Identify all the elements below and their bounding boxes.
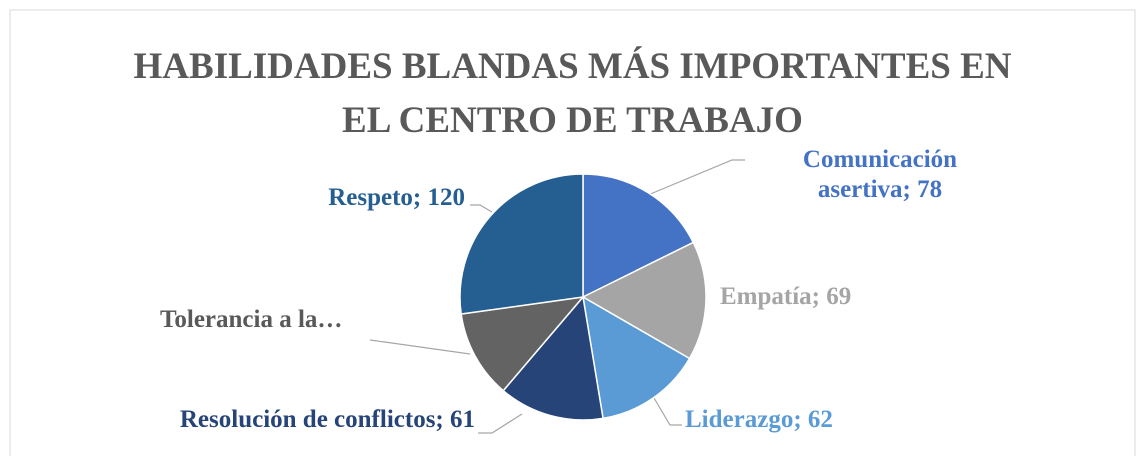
leader-line xyxy=(470,204,493,213)
data-label: Respeto; 120 xyxy=(328,184,465,211)
data-label: Empatía; 69 xyxy=(720,283,852,310)
pie: Comunicación asertivaEmpatíaLiderazgoRes… xyxy=(459,173,707,421)
chart-title: HABILIDADES BLANDAS MÁS IMPORTANTES EN E… xyxy=(0,40,1145,148)
data-label: Tolerancia a la… xyxy=(160,306,343,333)
pie-slice: Respeto xyxy=(459,173,584,315)
pie-slice: Tolerancia a la… xyxy=(460,295,585,392)
leader-lines xyxy=(369,159,745,434)
leader-line xyxy=(647,159,745,196)
pie-slice: Comunicación asertiva xyxy=(582,173,695,299)
data-label: Comunicación asertiva; 78 xyxy=(802,146,958,203)
leader-line xyxy=(369,339,471,355)
leader-line xyxy=(478,413,523,434)
leader-line xyxy=(653,397,682,426)
pie-slice: Resolución de conflictos xyxy=(502,295,604,421)
pie-slice: Empatía xyxy=(581,241,707,360)
data-label: Liderazgo; 62 xyxy=(685,406,833,433)
chart-title-text: HABILIDADES BLANDAS MÁS IMPORTANTES EN E… xyxy=(133,46,1012,141)
chart-border xyxy=(9,9,1136,456)
pie-slice: Liderazgo xyxy=(582,295,691,420)
data-label: Resolución de conflictos; 61 xyxy=(179,406,475,433)
